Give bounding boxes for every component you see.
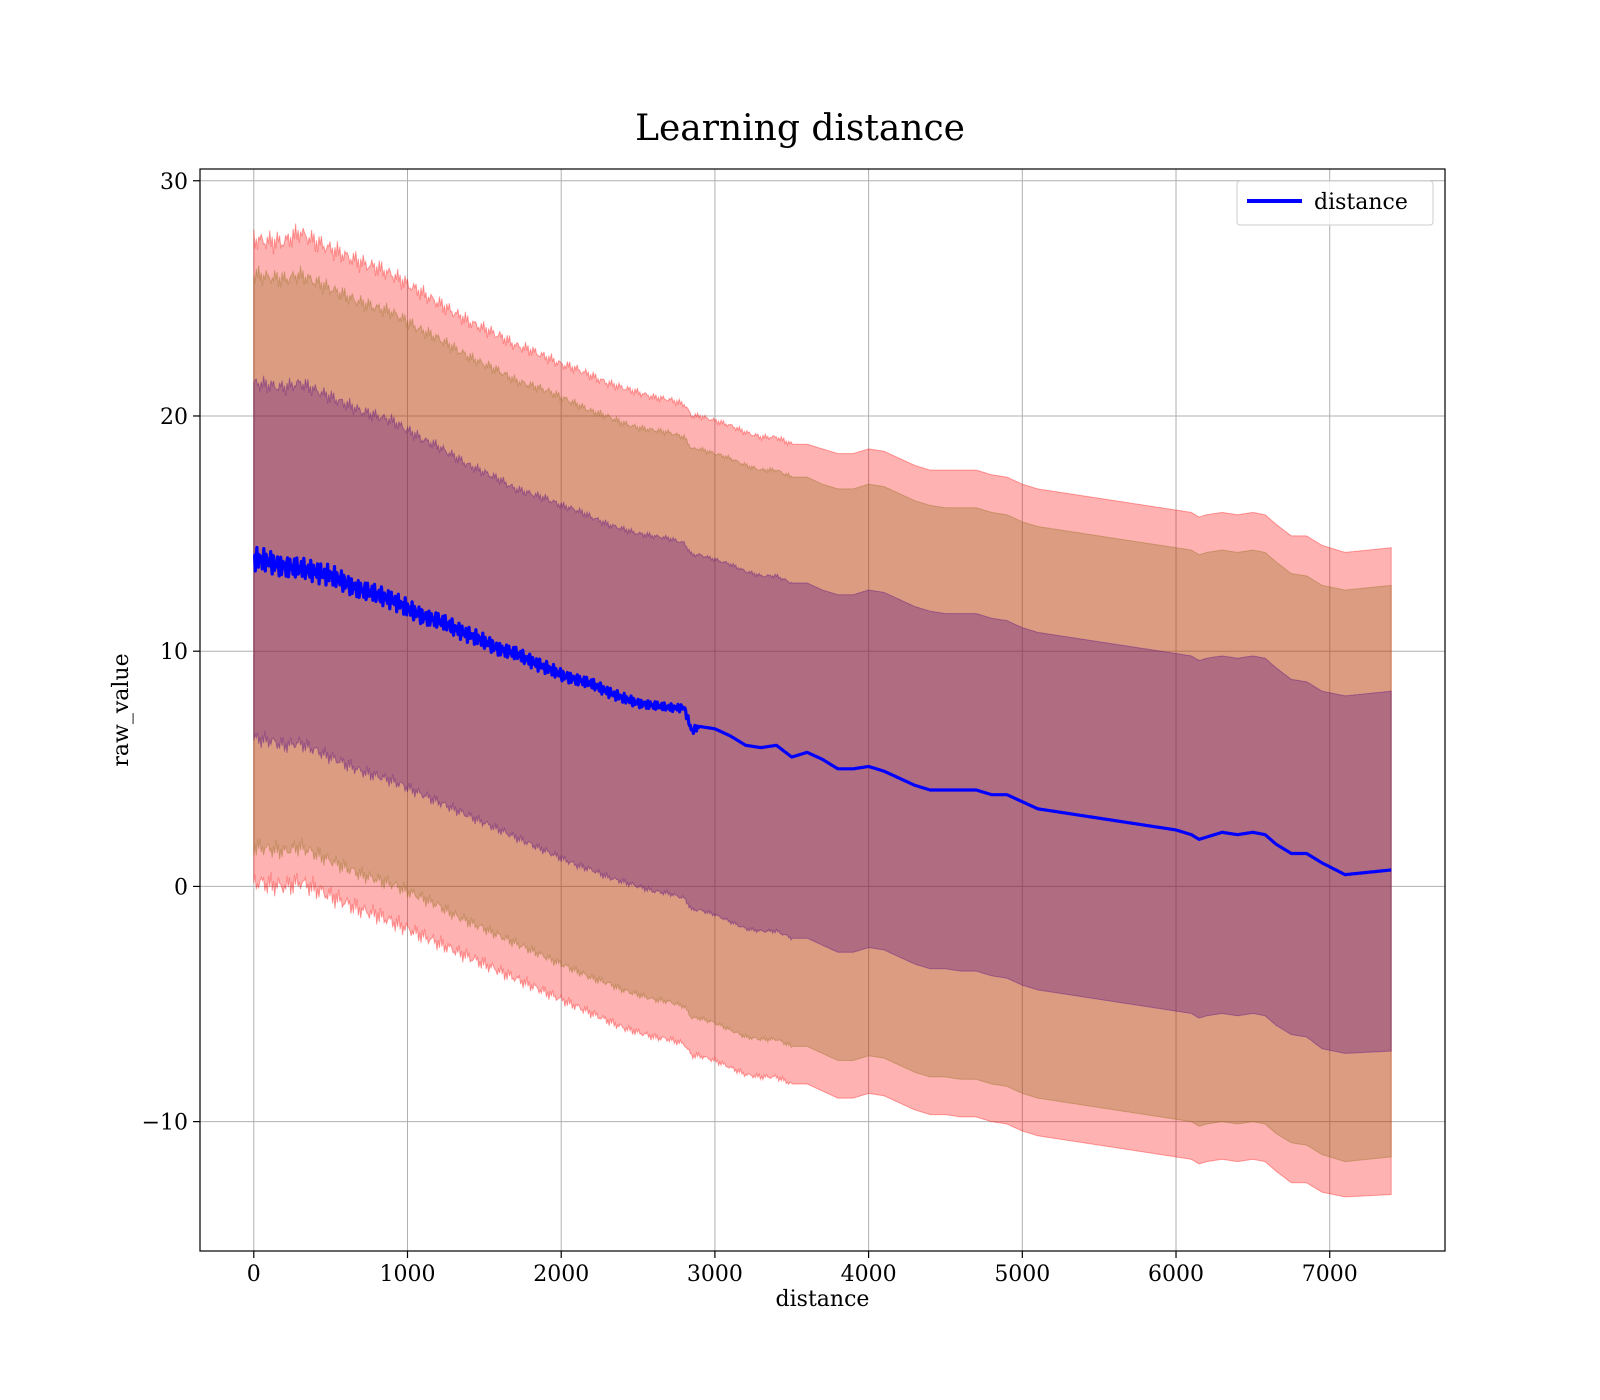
band-middle-area (253, 265, 1392, 1163)
band-outer-area (253, 223, 1392, 1198)
y-tick-label: 10 (160, 640, 188, 665)
x-tick-label: 5000 (994, 1262, 1050, 1287)
series-lines (253, 545, 1393, 877)
x-tick-label: 1000 (380, 1262, 436, 1287)
x-axis-label: distance (776, 1287, 870, 1312)
legend-box (1236, 180, 1434, 226)
x-tick-label: 2000 (533, 1262, 589, 1287)
chart-title: Learning distance (635, 108, 965, 149)
grid (200, 169, 1445, 1251)
legend: distance (1236, 180, 1434, 226)
x-tick-label: 4000 (841, 1262, 897, 1287)
x-tick-label: 7000 (1302, 1262, 1358, 1287)
band-inner-area (253, 375, 1392, 1054)
confidence-bands (253, 223, 1392, 1198)
y-tick-label: −10 (142, 1111, 188, 1136)
plot-area-frame (199, 168, 1446, 1252)
x-tick-label: 3000 (687, 1262, 743, 1287)
y-tick-label: 0 (174, 875, 188, 900)
x-tick-label: 6000 (1148, 1262, 1204, 1287)
legend-label-distance: distance (1314, 190, 1408, 215)
y-tick-label: 20 (160, 405, 188, 430)
series-line-distance (253, 545, 1393, 877)
y-tick-label: 30 (160, 170, 188, 195)
axis-ticks: 0 1000 2000 3000 4000 5000 6000 7000 −10 0 10 20 30 (142, 170, 1358, 1287)
y-axis-label: raw_value (109, 653, 134, 766)
x-tick-label: 0 (247, 1262, 261, 1287)
